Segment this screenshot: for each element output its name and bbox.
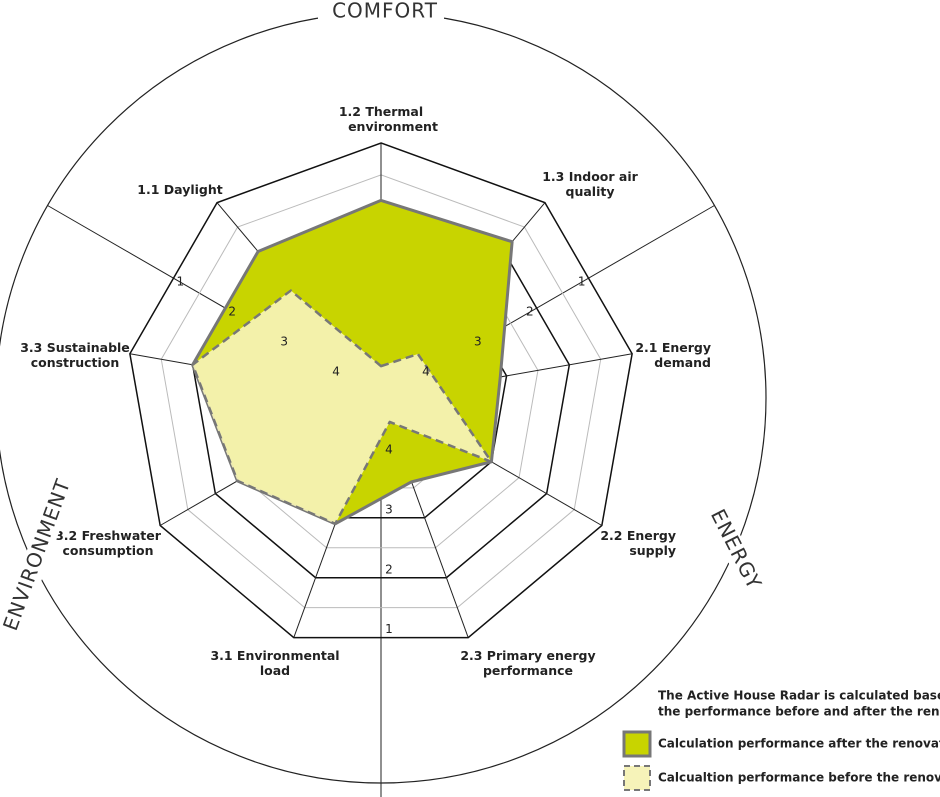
category-label: 1.3 Indoor air quality <box>542 169 638 199</box>
category-label: 1.1 Daylight <box>137 182 222 197</box>
legend-note: the performance before and after the ren… <box>658 705 940 719</box>
category-line: construction <box>31 355 120 370</box>
category-line: 3.1 Environmental <box>210 648 339 663</box>
category-label: 1.2 Thermal environment <box>339 104 438 134</box>
grid-polygon <box>129 142 633 639</box>
r-tick-label: 3 <box>474 335 482 349</box>
legend-label: Calcualtion performance before the renov… <box>658 771 940 785</box>
category-line: 1.2 Thermal <box>339 104 423 119</box>
r-tick-label: 1 <box>177 275 185 289</box>
category-line: 2.3 Primary energy <box>460 648 595 663</box>
r-tick-label: 4 <box>332 365 340 379</box>
category-label: 2.2 Energy supply <box>600 528 676 558</box>
legend-swatch <box>623 765 651 791</box>
minor-grid <box>160 174 602 609</box>
r-tick-label: 4 <box>385 442 393 456</box>
r-tick-label: 2 <box>526 305 534 319</box>
group-label: COMFORT <box>332 0 438 23</box>
category-line: 1.1 Daylight <box>137 182 222 197</box>
category-line: demand <box>654 355 711 370</box>
category-label: 2.3 Primary energy performance <box>460 648 595 678</box>
category-line: consumption <box>63 543 154 558</box>
r-tick-label: 1 <box>578 275 586 289</box>
r-tick-label: 3 <box>385 502 393 516</box>
radar-area <box>191 289 493 526</box>
category-label: 3.1 Environmental load <box>210 648 339 678</box>
group-gap <box>318 0 444 24</box>
category-line: environment <box>348 119 438 134</box>
legend-note: The Active House Radar is calculated bas… <box>658 689 940 703</box>
category-label: 3.3 Sustainable construction <box>20 340 130 370</box>
category-line: 3.2 Freshwater <box>55 528 162 543</box>
category-label: 2.1 Energy demand <box>635 340 711 370</box>
category-line: supply <box>629 543 676 558</box>
r-tick-label: 2 <box>385 562 393 576</box>
category-line: 3.3 Sustainable <box>20 340 130 355</box>
category-line: performance <box>483 663 573 678</box>
r-tick-label: 2 <box>228 305 236 319</box>
category-line: quality <box>566 184 615 199</box>
legend-label: Calculation performance after the renova… <box>658 737 940 751</box>
category-line: 1.3 Indoor air <box>542 169 638 184</box>
category-line: 2.1 Energy <box>635 340 711 355</box>
group-gap <box>704 509 766 591</box>
category-label: 3.2 Freshwater consumption <box>55 528 162 558</box>
group-gap <box>1 480 75 630</box>
category-line: 2.2 Energy <box>600 528 676 543</box>
r-tick-label: 1 <box>385 622 393 636</box>
r-tick-label: 3 <box>280 335 288 349</box>
r-tick-label: 4 <box>422 365 430 379</box>
group-label: ENERGY <box>706 505 767 593</box>
category-line: load <box>260 663 290 678</box>
legend-swatch <box>622 730 652 758</box>
